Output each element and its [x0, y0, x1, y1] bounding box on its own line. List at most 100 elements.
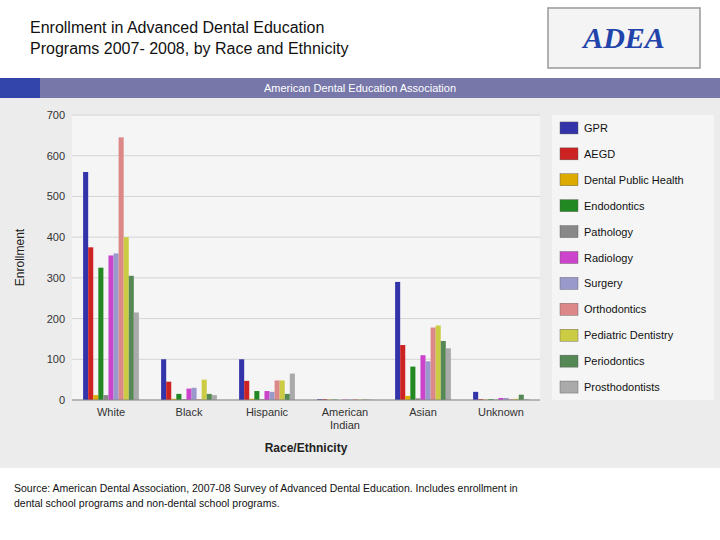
- bar: [441, 341, 446, 400]
- bar: [134, 312, 139, 400]
- legend-swatch: [560, 329, 578, 341]
- chart-root: Enrollment in Advanced Dental Education P…: [0, 0, 720, 540]
- y-axis: 0 100 200 300 400 500 600 700: [47, 109, 540, 406]
- bar: [436, 325, 441, 400]
- legend-swatch: [560, 381, 578, 393]
- grid-line: [72, 318, 540, 319]
- grid-line: [72, 115, 540, 116]
- grid-line: [72, 196, 540, 197]
- bar: [254, 391, 259, 400]
- bar: [161, 359, 166, 400]
- legend-swatch: [560, 200, 578, 212]
- source-note: Source: American Dental Association, 200…: [14, 482, 518, 509]
- grid-line: [72, 359, 540, 360]
- legend: GPRAEGDDental Public HealthEndodonticsPa…: [552, 115, 714, 400]
- bar: [280, 380, 285, 400]
- bar: [395, 282, 400, 400]
- plot-area: [72, 115, 540, 400]
- bar: [192, 388, 197, 400]
- text-line: White: [97, 406, 125, 418]
- grid-line: [72, 155, 540, 156]
- legend-label: Prosthodontists: [584, 381, 660, 393]
- legend-label: Periodontics: [584, 355, 645, 367]
- y-tick-label: 200: [47, 313, 65, 325]
- text-line: Programs 2007- 2008, by Race and Ethnici…: [30, 40, 348, 57]
- y-tick-label: 600: [47, 150, 65, 162]
- bar: [275, 380, 280, 400]
- legend-swatch: [560, 122, 578, 134]
- bar: [124, 237, 129, 400]
- legend-swatch: [560, 226, 578, 238]
- legend-swatch: [560, 174, 578, 186]
- y-tick-label: 500: [47, 190, 65, 202]
- text-line: Asian: [409, 406, 437, 418]
- text-line: Unknown: [478, 406, 524, 418]
- x-axis-line: [72, 400, 540, 401]
- bar: [426, 361, 431, 400]
- bar: [431, 328, 436, 400]
- legend-swatch: [560, 355, 578, 367]
- y-tick-label: 400: [47, 231, 65, 243]
- bar: [244, 381, 249, 400]
- bar: [212, 395, 217, 400]
- bars: [83, 137, 529, 400]
- title: Enrollment in Advanced Dental Education P…: [30, 19, 348, 57]
- legend-label: Pediatric Dentistry: [584, 329, 674, 341]
- logo-box: [548, 8, 700, 68]
- bar: [290, 374, 295, 400]
- bar: [285, 394, 290, 400]
- x-tick-label: White: [97, 406, 125, 418]
- bar: [88, 247, 93, 400]
- y-tick-label: 700: [47, 109, 65, 121]
- footer: [0, 468, 720, 540]
- legend-swatch: [560, 148, 578, 160]
- text-line: dental school programs and non-dental sc…: [14, 497, 280, 509]
- bar: [410, 367, 415, 400]
- x-tick-label: Unknown: [478, 406, 524, 418]
- bar: [239, 359, 244, 400]
- bar: [207, 394, 212, 400]
- bar: [519, 395, 524, 400]
- x-axis-label: Race/Ethnicity: [265, 441, 348, 455]
- legend-swatch: [560, 277, 578, 289]
- subtitle-stripe: [0, 78, 40, 98]
- logo-text: ADEA: [581, 21, 665, 54]
- text-line: Black: [176, 406, 203, 418]
- legend-label: AEGD: [584, 148, 615, 160]
- x-tick-label: Hispanic: [246, 406, 289, 418]
- bar: [83, 172, 88, 400]
- text-line: Enrollment in Advanced Dental Education: [30, 19, 324, 36]
- bar: [166, 382, 171, 400]
- bar: [270, 392, 275, 400]
- grid-line: [72, 237, 540, 238]
- x-tick-label: Asian: [409, 406, 437, 418]
- legend-label: GPR: [584, 122, 608, 134]
- legend-label: Endodontics: [584, 200, 645, 212]
- header: [0, 0, 720, 78]
- legend-label: Orthodontics: [584, 303, 647, 315]
- bar: [264, 391, 269, 400]
- legend-swatch: [560, 303, 578, 315]
- bar: [119, 137, 124, 400]
- bar: [114, 253, 119, 400]
- bar: [446, 348, 451, 400]
- y-tick-label: 300: [47, 272, 65, 284]
- legend-label: Dental Public Health: [584, 174, 684, 186]
- background: [0, 0, 720, 540]
- grid-line: [72, 277, 540, 278]
- x-tick-label: Black: [176, 406, 203, 418]
- bar: [103, 395, 108, 400]
- bar: [176, 394, 181, 400]
- bar: [129, 276, 134, 400]
- text-line: Hispanic: [246, 406, 289, 418]
- bar: [98, 268, 103, 400]
- grid-line: [72, 400, 540, 401]
- bar: [400, 345, 405, 400]
- subtitle: American Dental Education Association: [264, 82, 456, 94]
- y-axis-label: Enrollment: [13, 228, 27, 286]
- bar: [202, 380, 207, 400]
- legend-label: Surgery: [584, 277, 623, 289]
- legend-box: [552, 115, 714, 400]
- y-tick-label: 100: [47, 353, 65, 365]
- y-tick-label: 0: [59, 394, 65, 406]
